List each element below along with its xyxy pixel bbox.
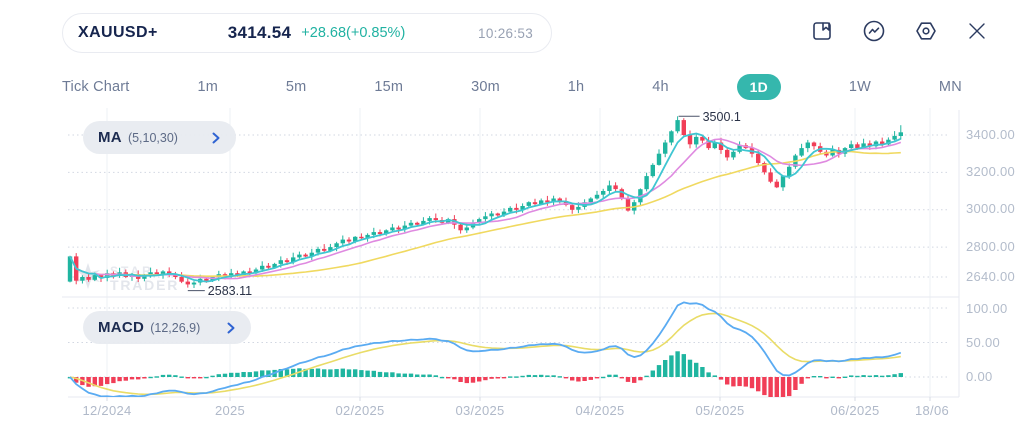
save-chart-button[interactable] bbox=[807, 18, 837, 48]
time-axis-label: 05/2025 bbox=[695, 403, 745, 418]
time-axis-label: 03/2025 bbox=[455, 403, 505, 418]
time-axis-label: 18/06 bbox=[914, 403, 950, 418]
price-axis-label: 3200.00 bbox=[966, 164, 1016, 179]
tab-mn[interactable]: MN bbox=[938, 79, 962, 95]
price-panel bbox=[67, 116, 903, 288]
macd-axis-label: 0.00 bbox=[966, 369, 993, 384]
macd-label: MACD bbox=[98, 319, 145, 336]
ma30-line bbox=[69, 150, 901, 278]
save-bookmark-icon bbox=[810, 19, 834, 48]
symbol-name: XAUUSD+ bbox=[78, 24, 158, 41]
tab-1m[interactable]: 1m bbox=[197, 79, 218, 95]
tab-1d-active[interactable]: 1D bbox=[736, 74, 781, 100]
pulse-circle-icon bbox=[861, 18, 887, 49]
price-change: +28.68(+0.85%) bbox=[301, 25, 406, 41]
chart-settings-button[interactable] bbox=[911, 18, 941, 48]
low-price-annotation: 2583.11 bbox=[208, 284, 252, 298]
tab-5m[interactable]: 5m bbox=[285, 79, 307, 95]
time-axis-label: 12/2024 bbox=[82, 403, 132, 418]
tab-4h[interactable]: 4h bbox=[652, 79, 669, 95]
ma-label: MA bbox=[98, 129, 122, 146]
macd-axis-label: 100.00 bbox=[966, 301, 1008, 316]
price-axis-label: 2640.00 bbox=[966, 269, 1016, 284]
settings-hexagon-icon bbox=[913, 18, 939, 49]
macd-indicator-button[interactable]: MACD (12,26,9) bbox=[83, 311, 251, 344]
time-axis-label: 04/2025 bbox=[575, 403, 625, 418]
tab-15m[interactable]: 15m bbox=[374, 79, 404, 95]
time-axis-label: 02/2025 bbox=[335, 403, 385, 418]
chevron-right-icon bbox=[226, 322, 236, 334]
indicators-button[interactable] bbox=[859, 18, 889, 48]
chevron-right-icon bbox=[211, 132, 221, 144]
close-chart-button[interactable] bbox=[962, 18, 992, 48]
star-logo-icon bbox=[74, 262, 102, 295]
tab-tick-chart[interactable]: Tick Chart bbox=[62, 79, 130, 95]
close-icon bbox=[965, 19, 989, 48]
high-price-annotation: 3500.1 bbox=[703, 110, 741, 124]
ma5-line bbox=[69, 132, 902, 283]
timeframe-tabs: Tick Chart 1m 5m 15m 30m 1h 4h 1D 1W MN bbox=[62, 71, 962, 103]
ma-indicator-button[interactable]: MA (5,10,30) bbox=[83, 121, 236, 154]
price-axis-label: 3400.00 bbox=[966, 127, 1016, 142]
price-axis-label: 2800.00 bbox=[966, 239, 1016, 254]
macd-axis-label: 50.00 bbox=[966, 335, 1001, 350]
macd-panel bbox=[67, 301, 903, 397]
tab-1w[interactable]: 1W bbox=[848, 79, 872, 95]
tab-1h[interactable]: 1h bbox=[567, 79, 585, 95]
ma-params: (5,10,30) bbox=[127, 130, 178, 145]
time-axis-label: 2025 bbox=[214, 403, 246, 418]
time-axis-label: 06/2025 bbox=[830, 403, 880, 418]
price-axis-label: 3000.00 bbox=[966, 201, 1016, 216]
macd-params: (12,26,9) bbox=[150, 320, 201, 335]
ma10-line bbox=[69, 138, 902, 280]
tab-30m[interactable]: 30m bbox=[471, 79, 500, 95]
watermark-line2: TRADER bbox=[110, 277, 180, 293]
last-price: 3414.54 bbox=[227, 23, 292, 42]
quote-time: 10:26:53 bbox=[478, 25, 533, 41]
symbol-quote-bar[interactable]: XAUUSD+ 3414.54 +28.68(+0.85%) 10:26:53 bbox=[62, 13, 552, 53]
